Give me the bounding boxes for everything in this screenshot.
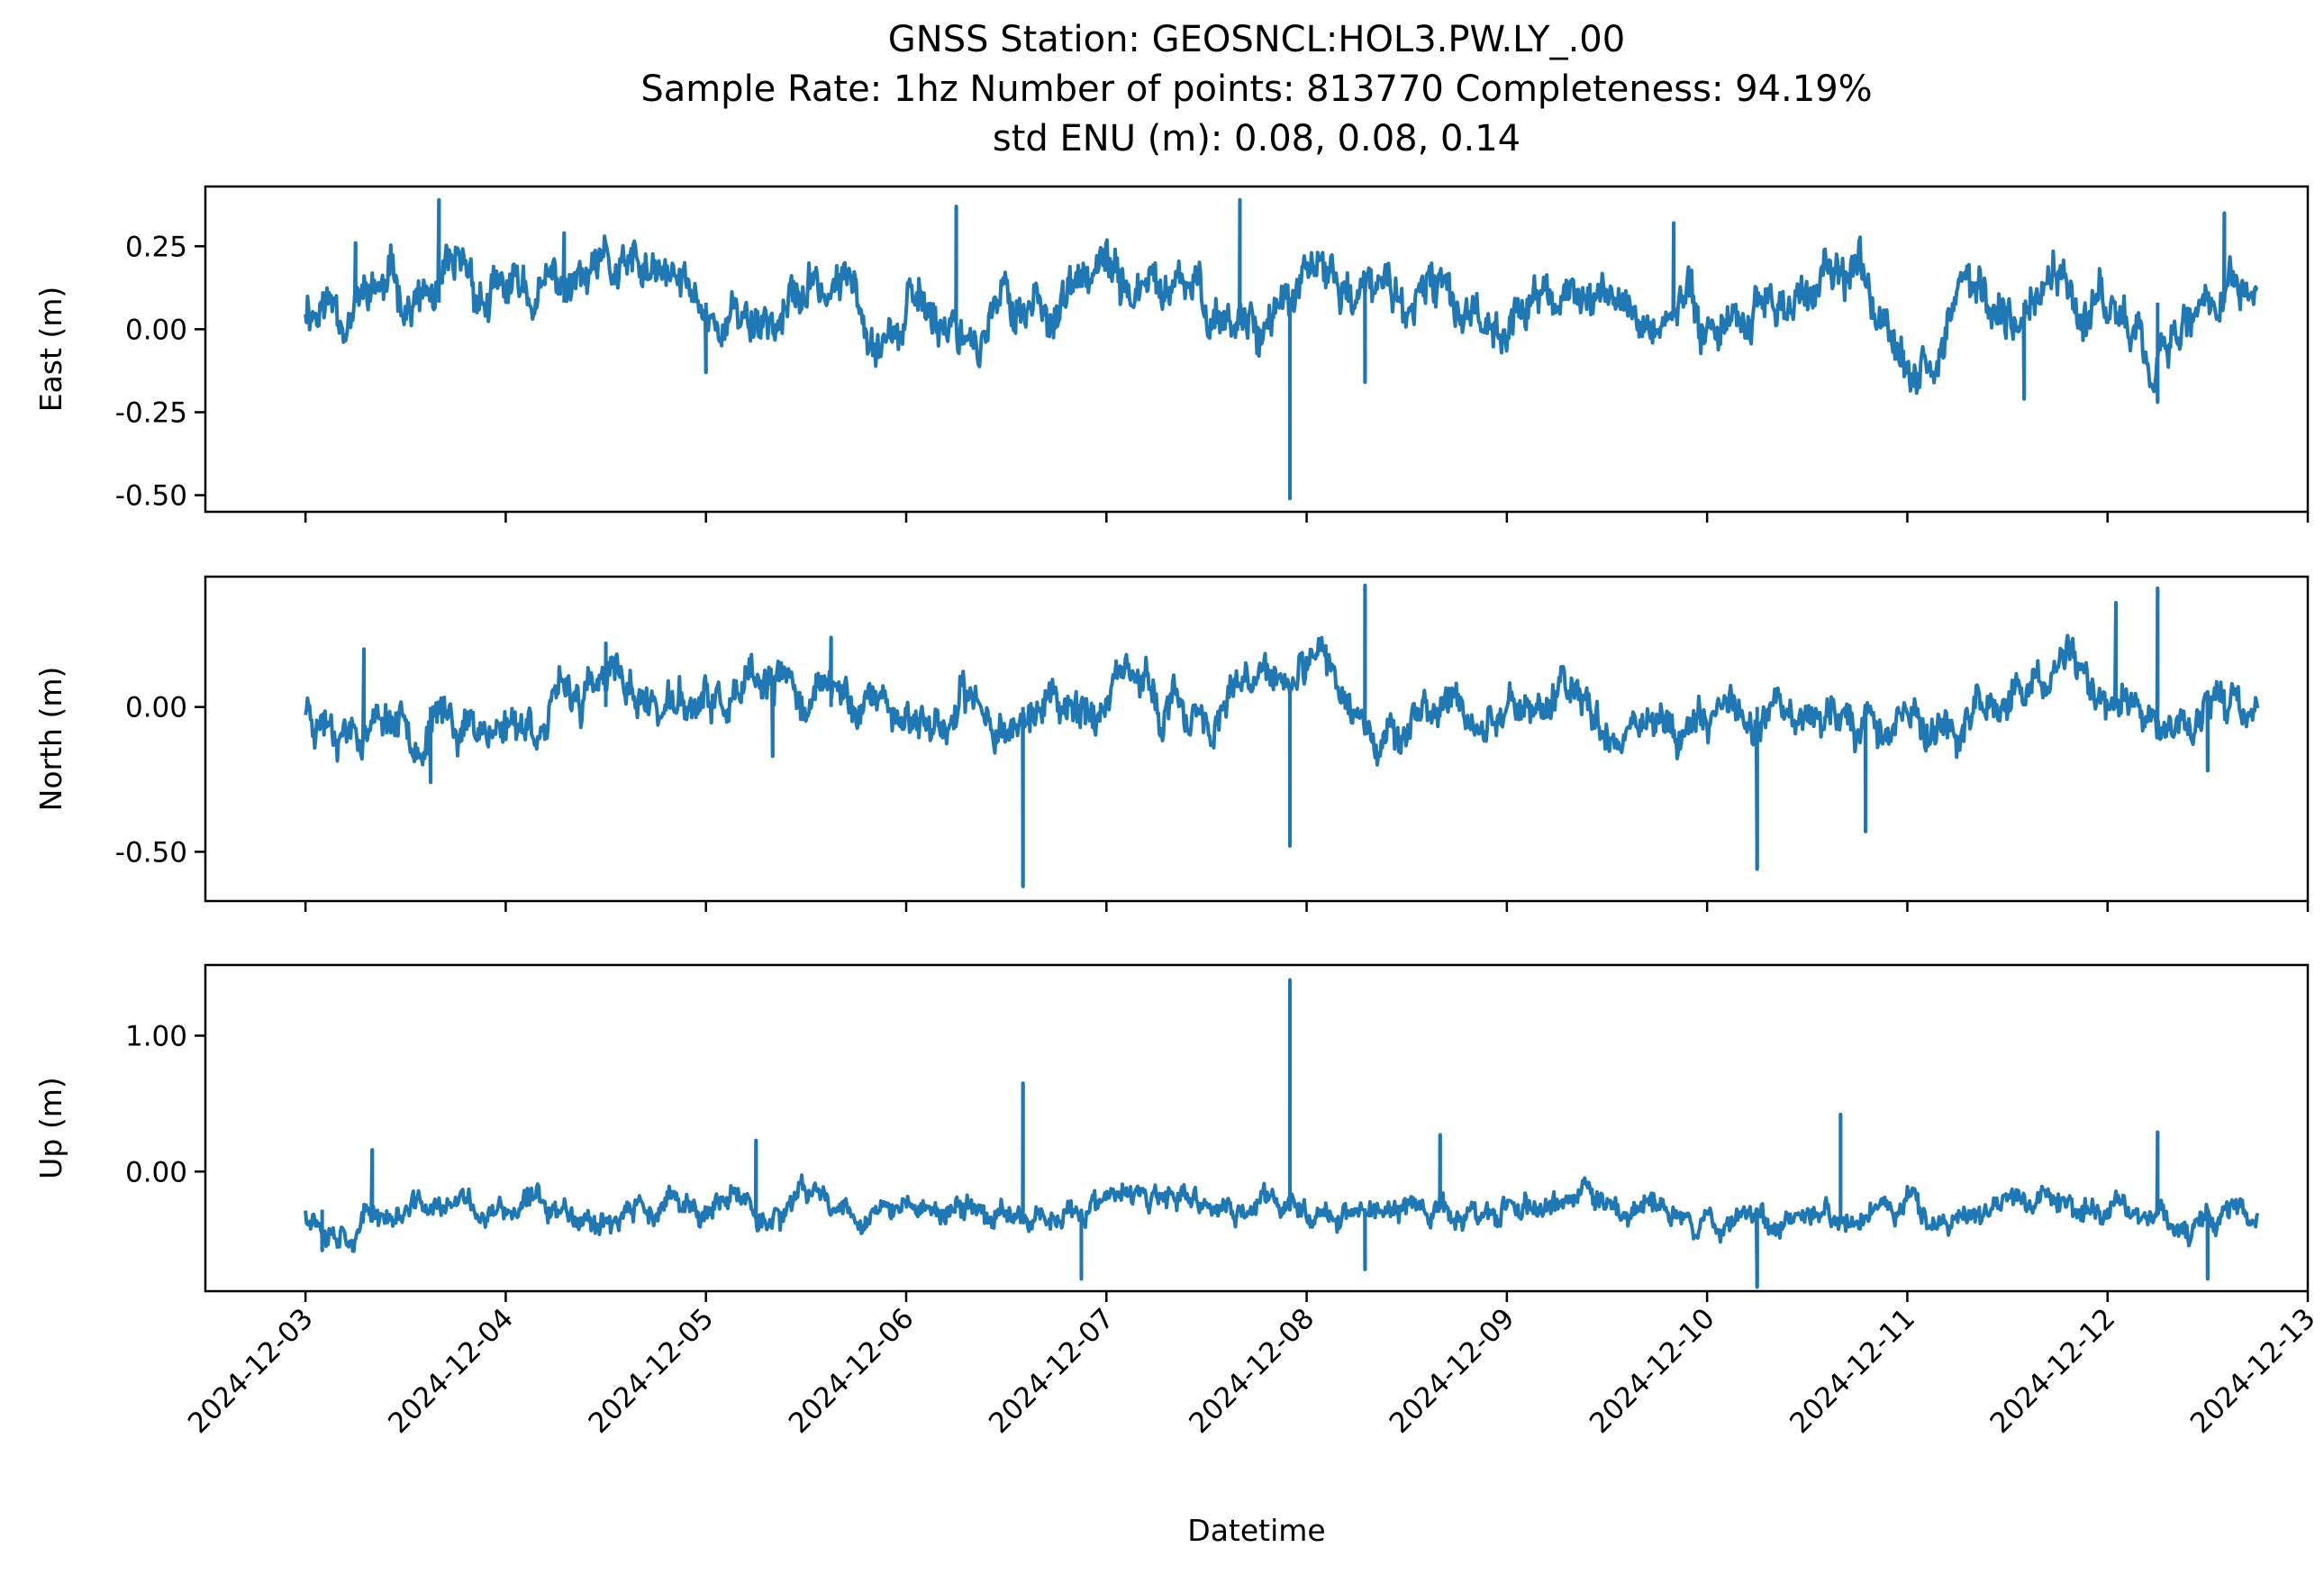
series-line-up (304, 978, 2260, 1289)
y-axis-label: North (m) (33, 667, 68, 812)
subplots: 0.25 0.00 -0.25 -0.50 East (m) 0.00 -0.50 North… (33, 185, 2310, 1302)
y-tick-label: -0.25 (115, 396, 187, 429)
y-tick-label: 0.00 (125, 1156, 187, 1188)
y-tick-label: -0.50 (115, 480, 187, 513)
chart-title-line-2: Sample Rate: 1hz Number of points: 81377… (640, 68, 1872, 110)
y-tick-label: 0.25 (125, 231, 187, 263)
subplot-east: 0.25 0.00 -0.25 -0.50 East (m) (33, 185, 2310, 523)
series-line-east (304, 197, 2259, 501)
axes-frame (204, 185, 2310, 514)
series-line-north (304, 583, 2260, 888)
x-axis-label: Datetime (1187, 1513, 1325, 1548)
y-tick-label: 1.00 (125, 1020, 187, 1052)
y-axis-label: Up (m) (33, 1077, 68, 1179)
axes-frame (204, 575, 2310, 903)
subplot-north: 0.00 -0.50 North (m) (33, 575, 2310, 912)
y-tick-label: -0.50 (115, 836, 187, 869)
y-tick-label: 0.00 (125, 314, 187, 346)
y-axis-label: East (m) (33, 287, 68, 413)
axes-frame (204, 963, 2310, 1293)
chart-title-line-3: std ENU (m): 0.08, 0.08, 0.14 (993, 118, 1521, 159)
y-tick-label: 0.00 (125, 692, 187, 724)
subplot-up: 1.00 0.00 Up (m) (33, 963, 2310, 1302)
chart-title-line-1: GNSS Station: GEOSNCL:HOL3.PW.LY_.00 (888, 19, 1625, 60)
